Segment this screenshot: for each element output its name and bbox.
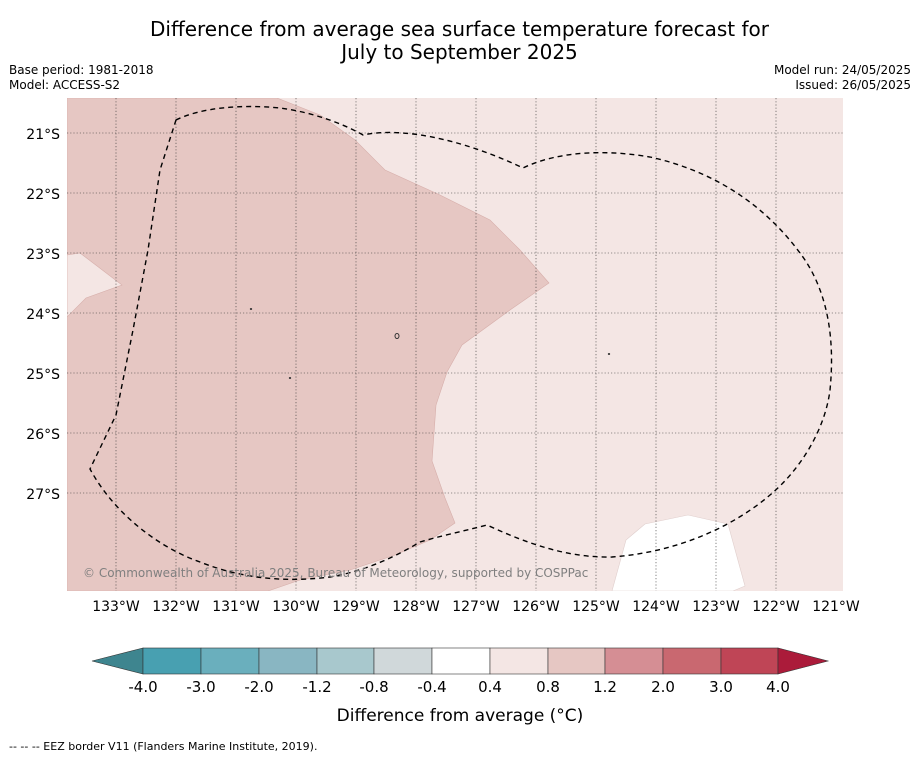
- lon-label: 121°W: [812, 599, 860, 615]
- lon-label: 125°W: [572, 599, 620, 615]
- colorbar-tick: -2.0: [244, 678, 273, 696]
- colorbar-tick: 1.2: [593, 678, 617, 696]
- island: [288, 377, 292, 379]
- colorbar: [91, 647, 830, 675]
- lon-label: 122°W: [752, 599, 800, 615]
- island: [249, 308, 253, 310]
- colorbar-swatch: [258, 647, 318, 675]
- lon-label: 131°W: [212, 599, 260, 615]
- model-name: Model: ACCESS-S2: [9, 78, 121, 92]
- lon-label: 132°W: [152, 599, 200, 615]
- anomaly-region-0.8-1.2: [67, 98, 550, 591]
- lat-label: 21°S: [26, 127, 60, 143]
- latitude-labels: 21°S 22°S 23°S 24°S 25°S 26°S 27°S: [26, 127, 60, 503]
- colorbar-tick-labels: -4.0 -3.0 -2.0 -1.2 -0.8 -0.4 0.4 0.8 1.…: [128, 678, 790, 696]
- colorbar-swatch: [316, 647, 375, 675]
- lon-label: 123°W: [692, 599, 740, 615]
- issued-date: Issued: 26/05/2025: [795, 78, 911, 92]
- island: [394, 333, 400, 339]
- colorbar-swatch: [662, 647, 722, 675]
- lat-label: 23°S: [26, 247, 60, 263]
- gridlines: [67, 98, 843, 591]
- colorbar-tick: 4.0: [766, 678, 790, 696]
- colorbar-tick: -0.4: [417, 678, 446, 696]
- lon-label: 133°W: [92, 599, 140, 615]
- lon-label: 129°W: [332, 599, 380, 615]
- colorbar-swatch: [200, 647, 260, 675]
- colorbar-swatch: [142, 647, 202, 675]
- lon-label: 128°W: [392, 599, 440, 615]
- title-line-1: Difference from average sea surface temp…: [149, 17, 769, 41]
- base-period: Base period: 1981-2018: [9, 63, 154, 77]
- colorbar-tick: -4.0: [128, 678, 157, 696]
- lon-label: 130°W: [272, 599, 320, 615]
- islands: [249, 308, 611, 379]
- sst-anomaly-fields: [67, 98, 746, 591]
- colorbar-tick: -0.8: [359, 678, 388, 696]
- lat-label: 22°S: [26, 187, 60, 203]
- colorbar-tick: 0.4: [478, 678, 502, 696]
- anomaly-region-near-zero: [611, 514, 746, 591]
- colorbar-swatch: [489, 647, 549, 675]
- title-line-2: July to September 2025: [341, 40, 578, 64]
- meta-right: Model run: 24/05/2025 Issued: 26/05/2025: [774, 63, 911, 93]
- colorbar-tick: 2.0: [651, 678, 675, 696]
- meta-left: Base period: 1981-2018 Model: ACCESS-S2: [9, 63, 154, 93]
- lat-label: 27°S: [26, 487, 60, 503]
- lon-label: 126°W: [512, 599, 560, 615]
- lat-label: 24°S: [26, 307, 60, 323]
- lat-label: 26°S: [26, 427, 60, 443]
- lon-label: 127°W: [452, 599, 500, 615]
- colorbar-tick: -3.0: [186, 678, 215, 696]
- colorbar-swatch: [373, 647, 433, 675]
- colorbar-tick: 3.0: [709, 678, 733, 696]
- copyright-text: © Commonwealth of Australia 2025, Bureau…: [83, 566, 588, 580]
- colorbar-title: Difference from average (°C): [337, 706, 584, 726]
- colorbar-swatch: [604, 647, 664, 675]
- colorbar-extend-low: [91, 647, 144, 675]
- model-run: Model run: 24/05/2025: [773, 63, 911, 77]
- eez-border: [89, 105, 833, 581]
- colorbar-swatch: [547, 647, 606, 675]
- lat-label: 25°S: [26, 367, 60, 383]
- island: [607, 353, 611, 355]
- footnote: -- -- -- EEZ border V11 (Flanders Marine…: [9, 740, 318, 753]
- longitude-labels: 133°W 132°W 131°W 130°W 129°W 128°W 127°…: [92, 599, 860, 615]
- colorbar-swatch: [720, 647, 779, 675]
- colorbar-tick: -1.2: [302, 678, 331, 696]
- colorbar-extend-high: [777, 647, 830, 675]
- chart-title: Difference from average sea surface temp…: [0, 18, 919, 64]
- colorbar-swatch: [431, 647, 491, 675]
- lon-label: 124°W: [632, 599, 680, 615]
- colorbar-tick: 0.8: [536, 678, 560, 696]
